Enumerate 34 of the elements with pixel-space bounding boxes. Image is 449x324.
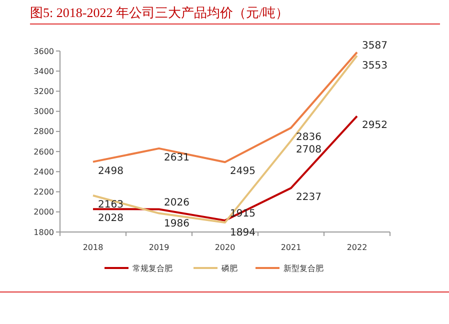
y-tick-label: 2400 <box>34 167 54 176</box>
data-label: 1894 <box>230 228 256 239</box>
data-label: 2026 <box>164 197 190 208</box>
data-label: 2631 <box>164 152 190 164</box>
x-tick-label: 2019 <box>148 243 170 252</box>
x-tick-label: 2018 <box>82 243 104 252</box>
data-label: 2237 <box>296 192 322 204</box>
y-tick-label: 3600 <box>34 46 54 56</box>
data-label: 2952 <box>362 120 388 132</box>
y-tick-label: 2600 <box>34 147 54 156</box>
legend-label: 磷肥 <box>220 264 238 273</box>
y-tick-label: 2800 <box>34 127 54 136</box>
y-tick-label: 3000 <box>34 107 54 116</box>
x-tick-label: 2021 <box>280 243 302 252</box>
data-label: 2836 <box>296 132 322 143</box>
data-label: 2163 <box>98 200 124 210</box>
data-label: 2028 <box>98 213 124 224</box>
x-tick-label: 2020 <box>214 243 236 252</box>
legend-label: 新型复合肥 <box>284 264 324 273</box>
line-series <box>92 51 358 164</box>
legend-label: 常规复合肥 <box>132 264 172 273</box>
data-label: 1986 <box>164 218 190 230</box>
chart-title: 图5: 2018-2022 年公司三大产品均价（元/吨） <box>30 5 289 20</box>
x-tick-label: 2022 <box>346 243 368 252</box>
data-label: 2495 <box>230 166 256 178</box>
y-tick-label: 2200 <box>34 188 54 197</box>
y-tick-label: 3400 <box>34 66 54 76</box>
data-label: 2498 <box>98 166 124 177</box>
y-tick-label: 3200 <box>34 87 54 96</box>
y-tick-label: 2000 <box>34 208 54 217</box>
data-label: 2708 <box>296 144 322 156</box>
y-tick-label: 1800 <box>34 228 54 237</box>
data-label: 3553 <box>362 60 388 72</box>
data-label: 3587 <box>362 40 388 52</box>
